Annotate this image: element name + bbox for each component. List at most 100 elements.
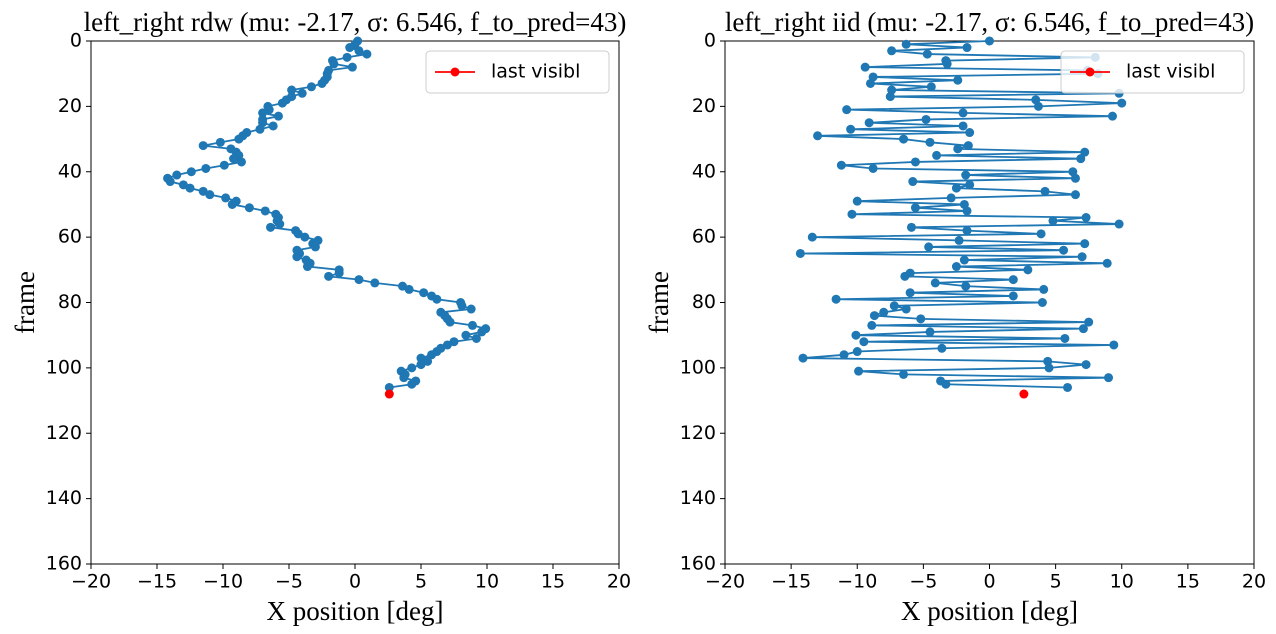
point	[958, 121, 968, 131]
point	[345, 43, 355, 53]
point	[219, 160, 229, 170]
point	[1084, 317, 1094, 327]
point	[1040, 186, 1050, 196]
point	[962, 226, 972, 236]
legend-label: last visibl	[491, 61, 580, 83]
point	[932, 150, 942, 160]
subplot: −20 −15 −10 −5 0 5 10 15 20 0 20 40 60 80 100 120 140 160…	[644, 7, 1266, 626]
x-tick-label: −10	[837, 571, 877, 593]
point	[471, 333, 481, 343]
point	[900, 271, 910, 281]
point	[836, 160, 846, 170]
legend-box	[425, 50, 610, 94]
point	[354, 46, 364, 56]
y-tick-label: 60	[692, 226, 716, 248]
point	[1008, 291, 1018, 301]
point	[958, 108, 968, 118]
point	[959, 255, 969, 265]
y-tick-label: 160	[46, 553, 82, 575]
point	[258, 108, 268, 118]
point	[399, 373, 409, 383]
point	[404, 284, 414, 294]
point	[1117, 98, 1127, 108]
point	[887, 46, 897, 56]
x-tick-label: −5	[275, 571, 303, 593]
y-tick-label: 60	[58, 226, 82, 248]
point	[268, 121, 278, 131]
point	[852, 347, 862, 357]
point	[860, 62, 870, 72]
point	[885, 92, 895, 102]
point	[354, 275, 364, 285]
y-tick-label: 40	[58, 160, 82, 182]
point	[329, 59, 339, 69]
point	[317, 78, 327, 88]
point	[236, 157, 246, 167]
point	[334, 268, 344, 278]
legend-marker	[450, 67, 460, 77]
point	[215, 137, 225, 147]
point	[205, 190, 215, 200]
point	[324, 271, 334, 281]
point	[384, 389, 394, 399]
point	[925, 327, 935, 337]
point	[985, 36, 994, 46]
point	[798, 353, 808, 363]
point	[1114, 219, 1124, 229]
chart-title: left_right rdw (mu: -2.17, σ: 6.546, f_t…	[84, 7, 627, 37]
point	[1019, 389, 1029, 399]
point	[953, 144, 963, 154]
point	[292, 252, 302, 262]
point	[1039, 284, 1049, 294]
point	[370, 278, 380, 288]
point	[407, 363, 417, 373]
point	[186, 167, 196, 177]
y-tick-label: 40	[692, 160, 716, 182]
point	[466, 304, 476, 314]
x-axis-label: X position [deg]	[267, 596, 444, 626]
x-tick-label: 15	[1176, 571, 1200, 593]
x-tick-label: −20	[71, 571, 111, 593]
point	[901, 304, 911, 314]
legend: last visibl	[1060, 50, 1245, 94]
point	[946, 193, 956, 203]
y-tick-label: 100	[46, 356, 82, 378]
point	[407, 379, 417, 389]
point	[842, 105, 852, 115]
point	[867, 320, 877, 330]
point	[1080, 239, 1090, 249]
point	[852, 196, 862, 206]
y-tick-label: 80	[692, 291, 716, 313]
point	[244, 203, 254, 213]
point	[1037, 298, 1047, 307]
y-tick-label: 140	[46, 487, 82, 509]
point	[922, 49, 932, 59]
point	[1081, 213, 1091, 223]
point	[854, 366, 864, 376]
point	[1008, 275, 1018, 285]
point	[847, 209, 857, 219]
point	[275, 219, 285, 229]
y-tick-label: 0	[704, 30, 716, 52]
point	[899, 134, 909, 144]
point	[416, 360, 426, 370]
point	[795, 248, 805, 258]
point	[1059, 245, 1069, 255]
point	[942, 59, 952, 69]
y-tick-label: 80	[58, 291, 82, 313]
point	[427, 350, 437, 360]
point	[965, 180, 975, 190]
point	[1102, 258, 1112, 268]
point	[432, 294, 442, 304]
legend-label: last visibl	[1126, 61, 1215, 83]
point	[941, 379, 951, 389]
point	[846, 124, 856, 134]
point	[297, 88, 307, 98]
x-tick-label: 10	[1110, 571, 1134, 593]
y-tick-label: 120	[680, 422, 716, 444]
point	[457, 301, 467, 311]
point	[925, 137, 935, 147]
x-tick-label: −5	[909, 571, 937, 593]
point	[172, 170, 182, 180]
